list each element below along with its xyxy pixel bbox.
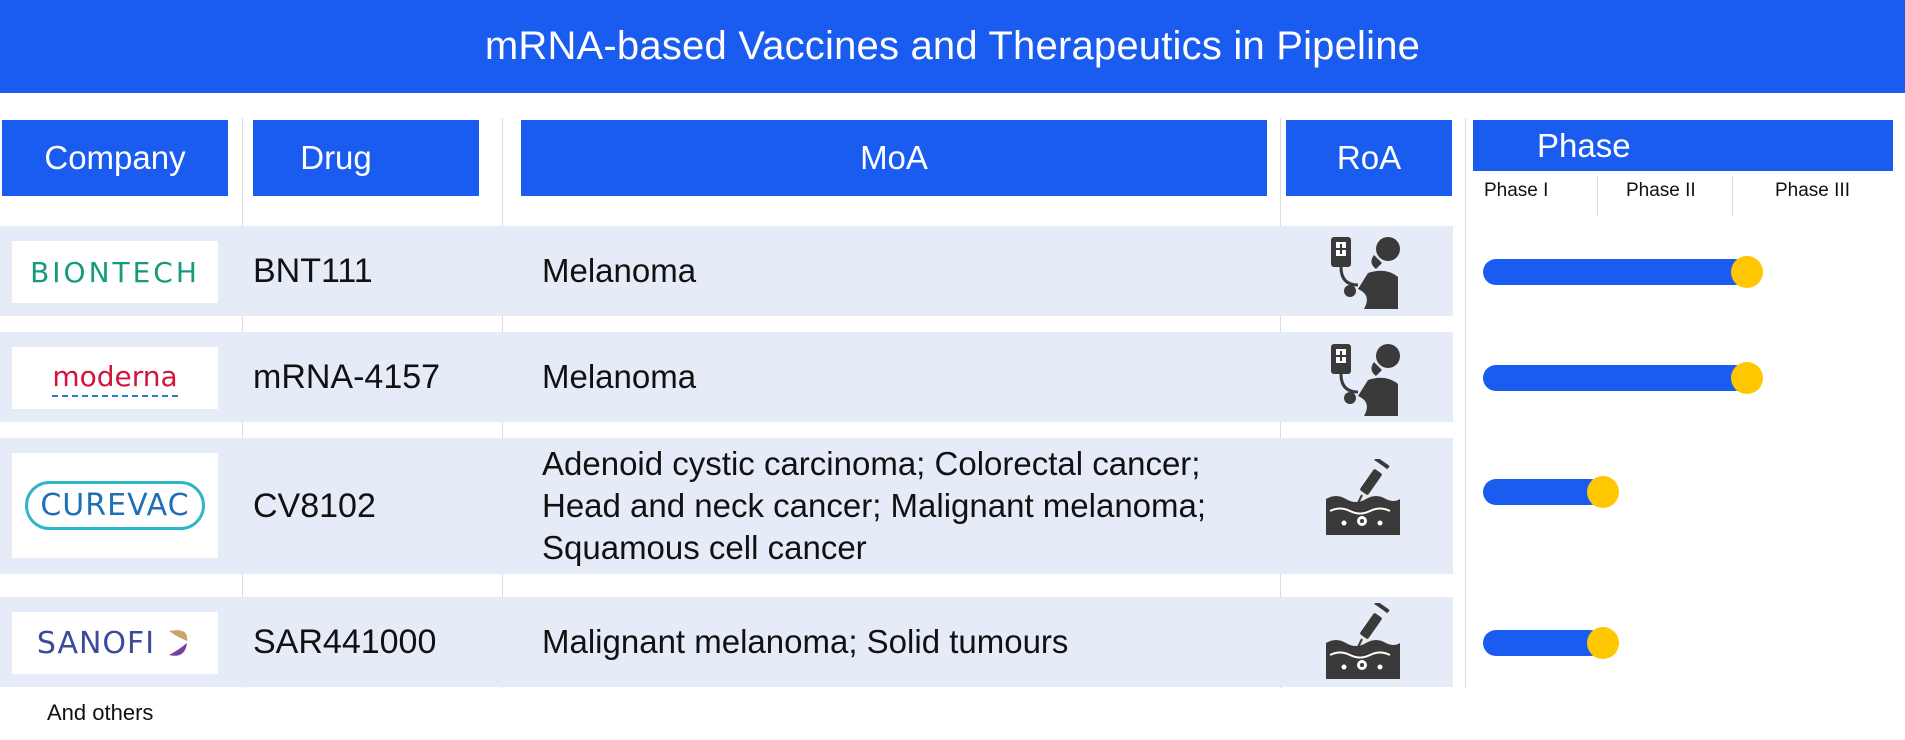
header-phase: Phase — [1473, 120, 1893, 171]
moa-text: Malignant melanoma; Solid tumours — [542, 623, 1069, 660]
iv-infusion-icon — [1331, 237, 1400, 309]
phase-divider — [1732, 176, 1733, 216]
intratumoral-injection-icon — [1326, 603, 1400, 679]
header-company: Company — [2, 120, 228, 196]
sanofi-logo-text: SANOFI — [36, 625, 156, 661]
iv-infusion-icon — [1331, 344, 1400, 416]
curevac-logo-text: CUREVAC — [25, 481, 205, 530]
page-title: mRNA-based Vaccines and Therapeutics in … — [484, 24, 1421, 68]
drug-name: CV8102 — [253, 486, 376, 525]
footer-note: And others — [47, 700, 154, 725]
phase-progress-bar — [1483, 259, 1748, 285]
header-drug-label: Drug — [300, 139, 372, 176]
phase-1-label: Phase I — [1484, 180, 1549, 201]
drug-name: BNT111 — [253, 251, 373, 290]
header-roa-label: RoA — [1336, 139, 1402, 176]
header-phase-label: Phase — [1537, 126, 1631, 164]
header-moa-label: MoA — [860, 139, 928, 176]
table-row — [0, 438, 1453, 574]
phase-3-label: Phase III — [1775, 180, 1850, 201]
intratumoral-injection-icon — [1326, 459, 1400, 535]
header-company-label: Company — [44, 139, 186, 176]
phase-progress-bar — [1483, 479, 1603, 505]
header-drug: Drug — [253, 120, 479, 196]
drug-name: SAR441000 — [253, 622, 437, 661]
biontech-logo: BIONTECH — [12, 241, 218, 303]
phase-marker — [1731, 362, 1763, 394]
table-row — [0, 226, 1453, 316]
phase-progress-bar — [1483, 365, 1748, 391]
moderna-logo: moderna — [12, 347, 218, 409]
biontech-logo-text: BIONTECH — [30, 255, 200, 289]
table-row — [0, 332, 1453, 422]
moa-text: Adenoid cystic carcinoma; Colorectal can… — [542, 445, 1207, 566]
header-moa: MoA — [521, 120, 1267, 196]
phase-marker — [1587, 476, 1619, 508]
phase-divider — [1597, 176, 1598, 216]
sanofi-logo: SANOFI — [12, 612, 218, 674]
phase-marker — [1731, 256, 1763, 288]
phase-2-label: Phase II — [1626, 180, 1696, 201]
header-roa: RoA — [1286, 120, 1452, 196]
table-row — [0, 597, 1453, 687]
phase-marker — [1587, 627, 1619, 659]
curevac-logo: CUREVAC — [12, 453, 218, 558]
drug-name: mRNA-4157 — [253, 357, 441, 396]
moa-text: Melanoma — [542, 358, 697, 395]
title-banner: mRNA-based Vaccines and Therapeutics in … — [0, 0, 1905, 93]
sanofi-swirl-icon — [169, 630, 188, 656]
column-divider — [1465, 118, 1466, 688]
phase-progress-bar — [1483, 630, 1603, 656]
moderna-logo-text: moderna — [52, 360, 178, 397]
moa-text: Melanoma — [542, 252, 697, 289]
